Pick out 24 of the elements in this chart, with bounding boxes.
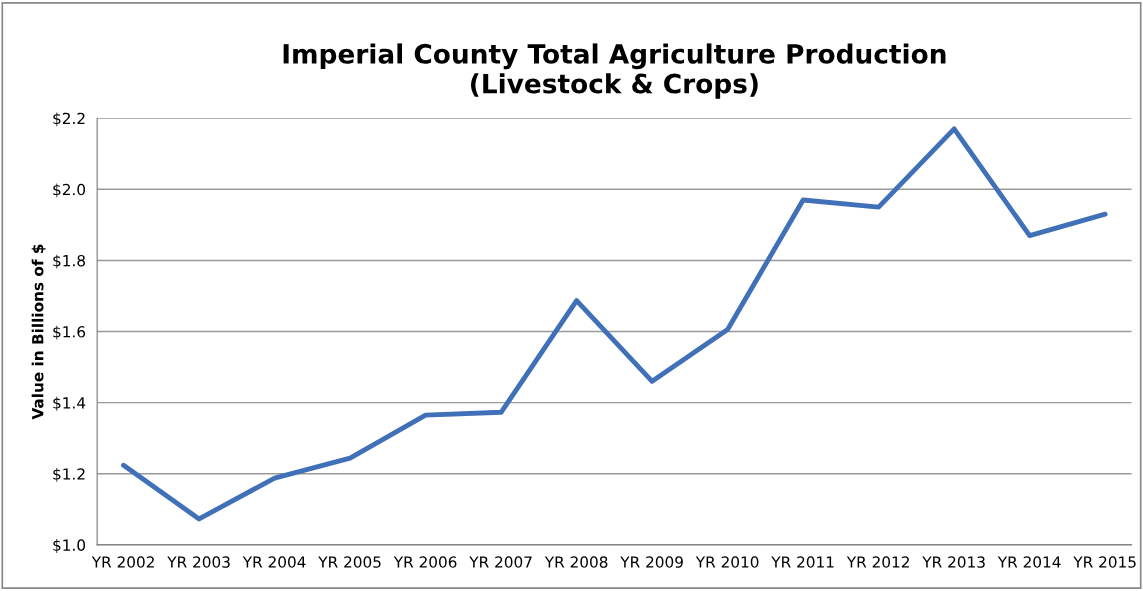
x-tick-label: YR 2002 <box>91 556 154 568</box>
line-series <box>121 126 1108 522</box>
x-tick-label: YR 2012 <box>846 556 909 568</box>
y-tick-label: $2.2 <box>53 112 85 127</box>
y-tick-label: $1.2 <box>53 467 85 482</box>
y-tick-label: $2.0 <box>53 183 86 198</box>
y-tick-label: $1.6 <box>53 325 86 340</box>
x-tick-label: YR 2004 <box>242 556 306 568</box>
y-axis-title: Value in Billions of $ <box>31 244 46 420</box>
x-tick-label: YR 2005 <box>318 556 381 568</box>
y-tick-label: $1.0 <box>53 539 86 553</box>
x-tick-label: YR 2015 <box>1073 556 1136 568</box>
x-tick-label: YR 2014 <box>997 556 1061 568</box>
x-tick-label: YR 2010 <box>695 556 759 568</box>
x-tick-label: YR 2011 <box>771 556 834 568</box>
x-tick-label: YR 2013 <box>922 556 985 568</box>
y-tick-label: $1.8 <box>53 254 85 269</box>
x-tick-label: YR 2007 <box>469 556 532 568</box>
x-tick-label: YR 2003 <box>167 556 230 568</box>
x-tick-label: YR 2009 <box>620 556 683 568</box>
x-tick-label: YR 2008 <box>544 556 608 568</box>
x-tick-label: YR 2006 <box>393 556 457 568</box>
chart-title: Imperial County Total Agriculture Production (Livestock & Crops) <box>283 43 946 99</box>
y-tick-label: $1.4 <box>53 396 86 411</box>
